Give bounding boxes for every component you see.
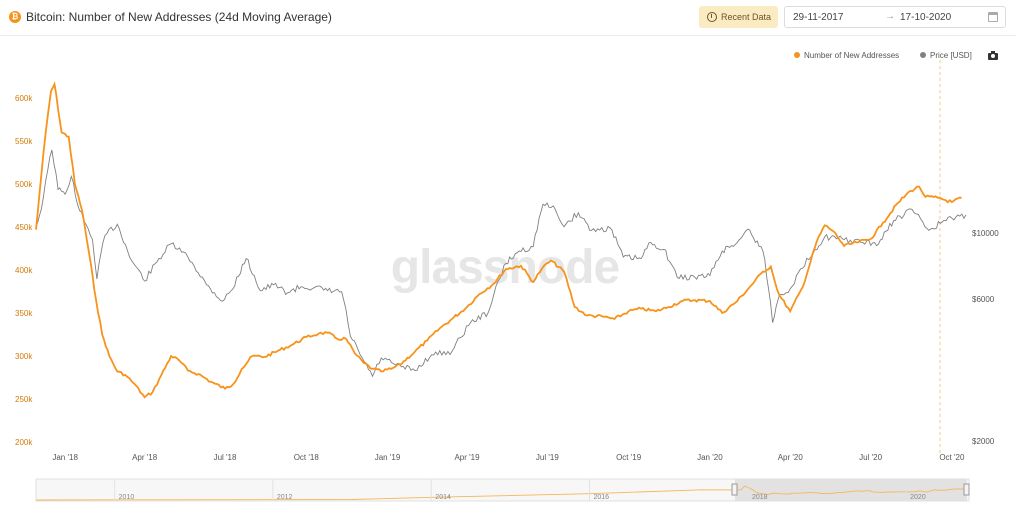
legend-label-price: Price [USD] — [930, 51, 972, 60]
navigator-tick: 2018 — [752, 494, 768, 501]
recent-data-button[interactable]: Recent Data — [699, 6, 778, 28]
x-axis-tick: Jul '18 — [214, 453, 237, 462]
date-range-picker[interactable]: 29-11-2017 → 17-10-2020 — [784, 6, 1006, 28]
legend-item-price[interactable]: Price [USD] — [920, 51, 972, 60]
x-axis-tick: Jan '18 — [52, 453, 78, 462]
y-axis-right-tick: $10000 — [972, 229, 999, 238]
calendar-icon[interactable] — [988, 12, 998, 22]
x-axis-tick: Apr '20 — [778, 453, 804, 462]
navigator[interactable]: 2010 2012 2014 2016 2018 2020 — [35, 478, 970, 502]
date-start-field[interactable]: 29-11-2017 — [793, 12, 844, 23]
navigator-handle-right[interactable] — [963, 483, 970, 496]
chart-title: Bitcoin: Number of New Addresses (24d Mo… — [26, 10, 332, 24]
date-end-field[interactable]: 17-10-2020 — [900, 12, 952, 23]
y-axis-left-tick: 550k — [15, 137, 33, 146]
recent-data-label: Recent Data — [721, 12, 772, 22]
y-axis-right-tick: $6000 — [972, 295, 995, 304]
date-arrow: → — [885, 11, 895, 22]
navigator-handle-left[interactable] — [731, 483, 738, 496]
navigator-series-line — [35, 485, 968, 501]
navigator-tick: 2016 — [594, 494, 610, 501]
bitcoin-icon: ₿ — [9, 11, 21, 23]
navigator-tick: 2010 — [119, 494, 135, 501]
y-axis-left-tick: 500k — [15, 180, 33, 189]
y-axis-left-tick: 300k — [15, 352, 33, 361]
watermark: glassnode — [391, 241, 620, 294]
y-axis-left-tick: 600k — [15, 94, 33, 103]
y-axis-left-tick: 250k — [15, 395, 33, 404]
addresses-series-line — [35, 81, 962, 399]
x-axis-tick: Apr '19 — [454, 453, 480, 462]
x-axis-tick: Jul '20 — [859, 453, 882, 462]
y-axis-left-tick: 450k — [15, 223, 33, 232]
x-axis-tick: Jan '19 — [375, 453, 401, 462]
x-axis-tick: Jul '19 — [536, 453, 559, 462]
legend-dot-addresses — [794, 52, 800, 58]
x-axis-tick: Oct '18 — [294, 453, 320, 462]
clock-icon — [707, 12, 717, 22]
legend-label-addresses: Number of New Addresses — [804, 51, 900, 60]
navigator-tick: 2014 — [435, 494, 451, 501]
x-axis-tick: Oct '20 — [939, 453, 965, 462]
navigator-selection[interactable] — [735, 479, 967, 501]
x-axis-tick: Apr '18 — [132, 453, 158, 462]
y-axis-left-tick: 350k — [15, 309, 33, 318]
navigator-tick: 2020 — [910, 494, 926, 501]
chart-header: ₿ Bitcoin: Number of New Addresses (24d … — [0, 0, 1016, 36]
x-axis-tick: Oct '19 — [616, 453, 642, 462]
camera-icon[interactable] — [988, 51, 998, 60]
y-axis-left-tick: 400k — [15, 266, 33, 275]
navigator-tick: 2012 — [277, 494, 293, 501]
y-axis-left-tick: 200k — [15, 438, 33, 447]
legend-dot-price — [920, 52, 926, 58]
legend-item-addresses[interactable]: Number of New Addresses — [794, 51, 899, 60]
x-axis-tick: Jan '20 — [697, 453, 723, 462]
y-axis-right-tick: $2000 — [972, 437, 995, 446]
